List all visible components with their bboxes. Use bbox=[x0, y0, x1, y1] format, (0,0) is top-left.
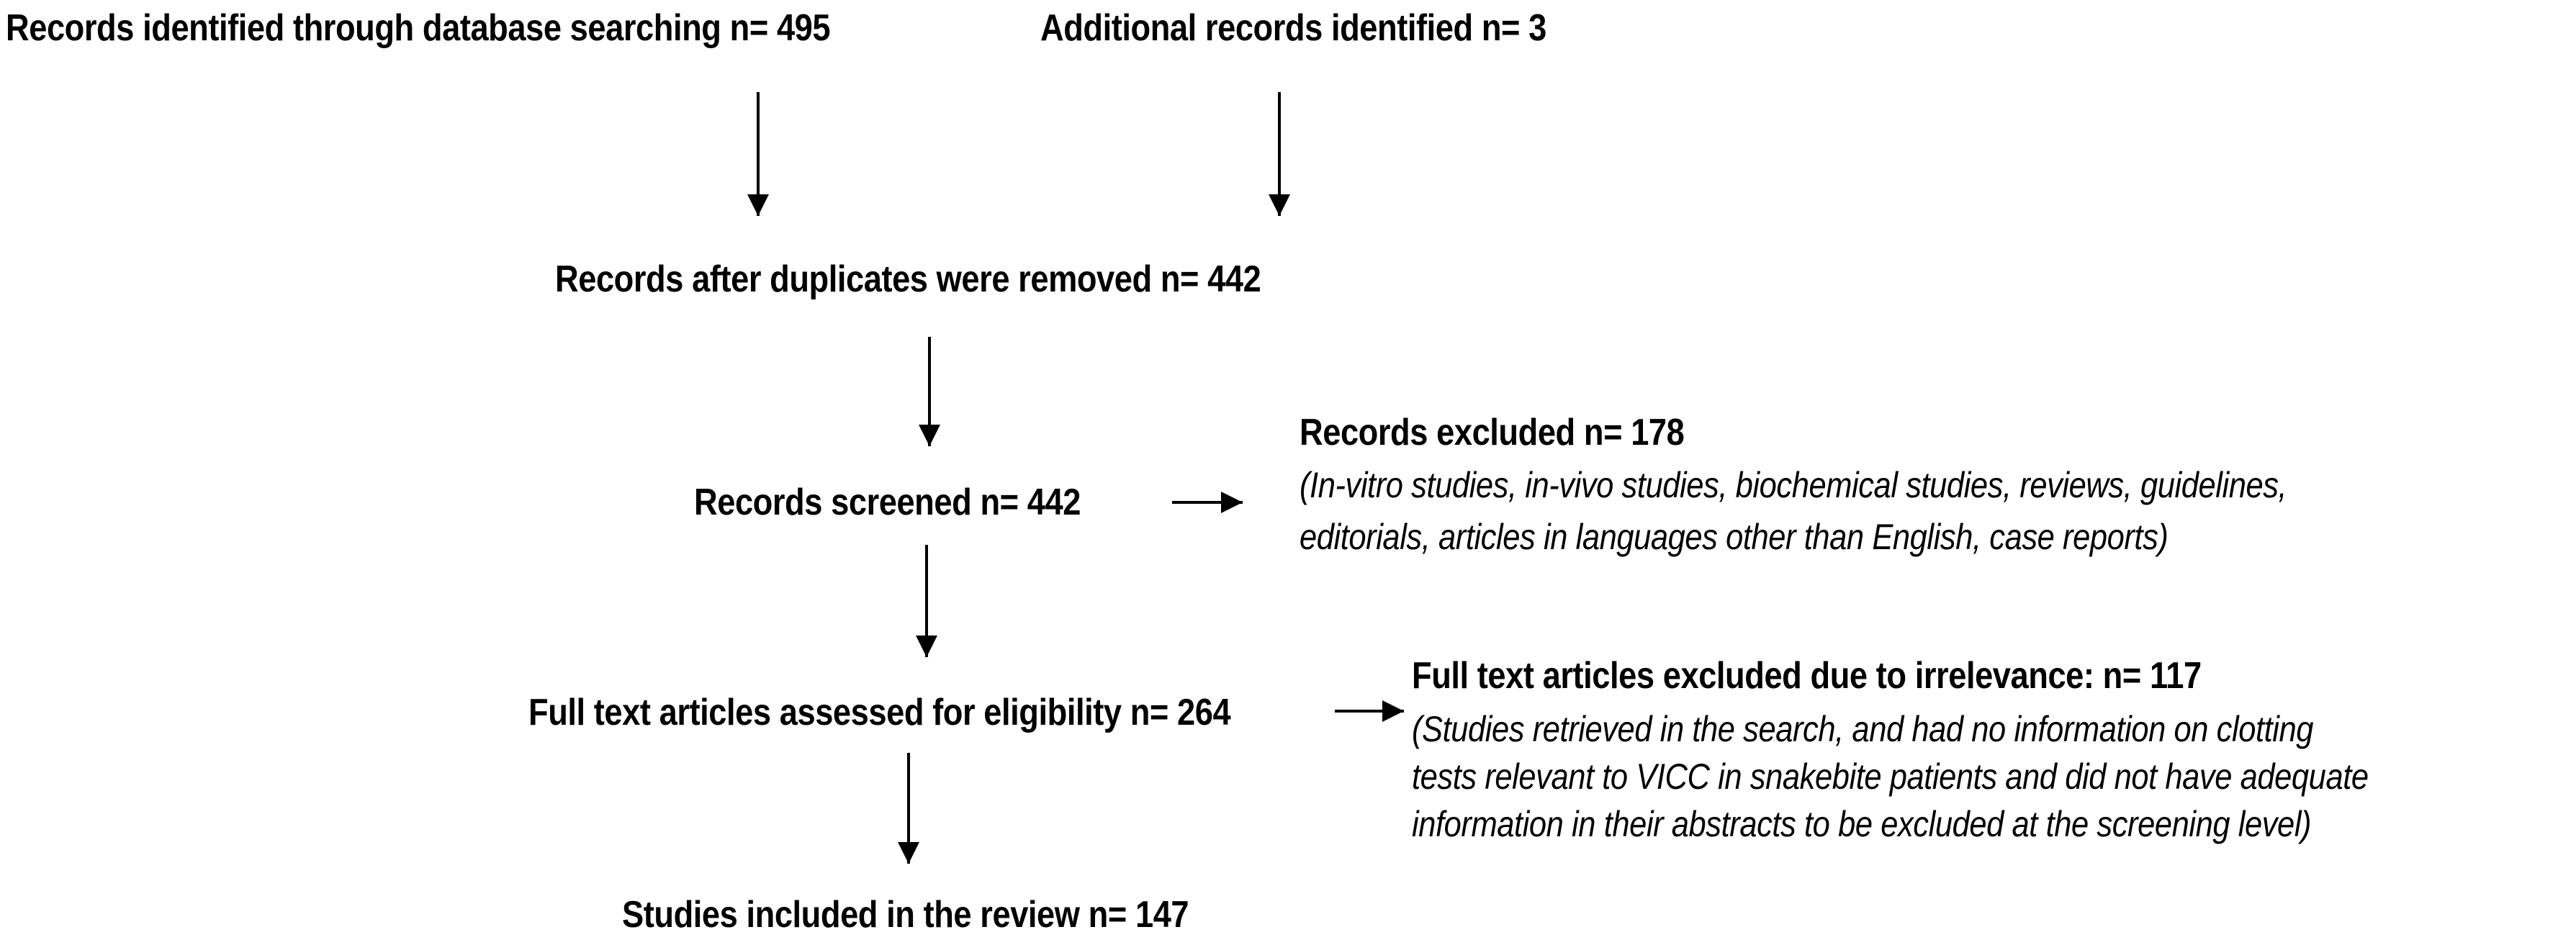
node-after-duplicates: Records after duplicates were removed n=… bbox=[555, 258, 1261, 300]
node-records-excluded: Records excluded n= 178 (In-vitro studie… bbox=[1300, 410, 2287, 563]
fulltext-excluded-detail-line: information in their abstracts to be exc… bbox=[1412, 804, 2312, 844]
records-excluded-detail-line: editorials, articles in languages other … bbox=[1300, 517, 2169, 557]
records-excluded-detail: (In-vitro studies, in-vivo studies, bioc… bbox=[1300, 459, 2287, 563]
node-records-screened: Records screened n= 442 bbox=[694, 481, 1081, 523]
node-fulltext-assessed: Full text articles assessed for eligibil… bbox=[528, 692, 1231, 733]
records-excluded-label: Records excluded n= 178 bbox=[1300, 412, 1685, 453]
fulltext-excluded-detail: (Studies retrieved in the search, and ha… bbox=[1412, 705, 2369, 848]
fulltext-excluded-detail-line: tests relevant to VICC in snakebite pati… bbox=[1412, 756, 2369, 797]
node-fulltext-excluded: Full text articles excluded due to irrel… bbox=[1412, 654, 2369, 848]
node-additional-records: Additional records identified n= 3 bbox=[1040, 7, 1546, 49]
fulltext-excluded-detail-line: (Studies retrieved in the search, and ha… bbox=[1412, 709, 2314, 749]
node-studies-included: Studies included in the review n= 147 bbox=[622, 894, 1189, 936]
node-records-identified: Records identified through database sear… bbox=[6, 7, 831, 49]
fulltext-excluded-label: Full text articles excluded due to irrel… bbox=[1412, 655, 2202, 697]
records-excluded-detail-line: (In-vitro studies, in-vivo studies, bioc… bbox=[1300, 465, 2287, 505]
